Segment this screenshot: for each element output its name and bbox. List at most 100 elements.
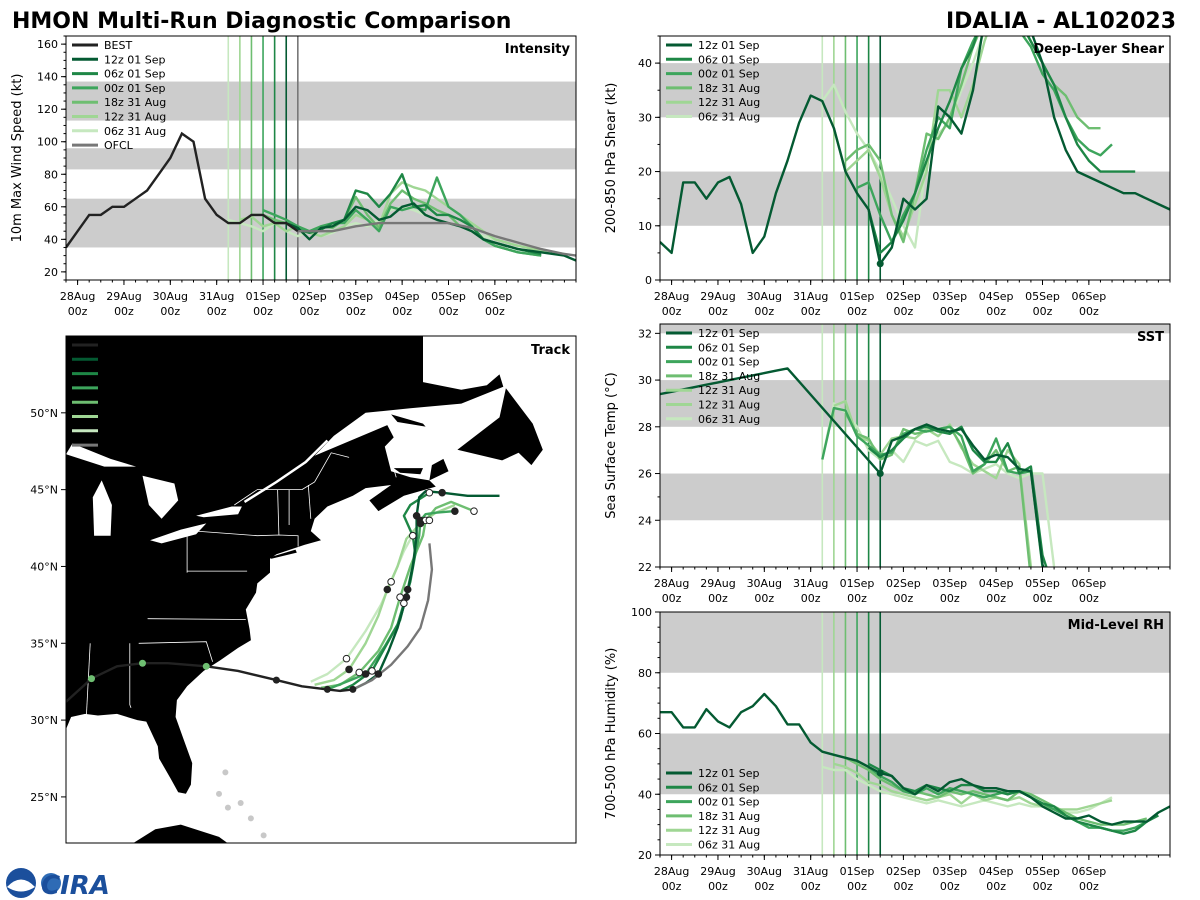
lat-tick-label: 45°N: [30, 484, 58, 497]
series-line-12z-01-sep: [285, 202, 576, 262]
x-tick-sublabel: 00z: [662, 592, 682, 605]
legend-label: 18z 31 Aug: [698, 82, 760, 95]
shear-panel: 0 10 20 30 40 28Aug 00z 29Aug 00z 30Aug 00z 31Aug 00…: [604, 35, 1171, 318]
threshold-band: [660, 63, 1170, 118]
x-tick-sublabel: 00z: [207, 305, 227, 318]
x-tick-sublabel: 00z: [847, 592, 867, 605]
island-shape: [224, 804, 231, 811]
track-line-06z-31-aug: [310, 519, 431, 683]
y-axis-label: 700-500 hPa Humidity (%): [604, 648, 619, 820]
panels-group: 2040608010012014016028Aug00z29Aug00z30Au…: [10, 35, 1171, 893]
mainland-shape: [66, 336, 504, 794]
x-tick-sublabel: 00z: [1079, 880, 1099, 893]
threshold-band: [660, 473, 1170, 521]
y-tick-label: 24: [638, 514, 652, 527]
x-tick-label: 06Sep: [1071, 290, 1106, 303]
forecast-position-marker: [438, 488, 446, 497]
panel-title: Track: [531, 343, 570, 358]
legend-label: 18z 31 Aug: [698, 810, 760, 823]
legend-label: 18z 31 Aug: [104, 96, 166, 109]
forecast-position-marker: [425, 488, 434, 497]
lake-ontario-shape: [196, 506, 242, 518]
forecast-position-marker: [403, 585, 412, 594]
x-tick-label: 04Sep: [979, 577, 1014, 590]
forecast-position-marker: [402, 593, 411, 601]
border-line: [307, 484, 312, 519]
legend-label: 00z 01 Sep: [698, 796, 760, 809]
x-tick-label: 29Aug: [106, 290, 141, 303]
y-tick-label: 40: [638, 57, 652, 70]
forecast-position-marker: [368, 667, 376, 675]
legend-label: 06z 01 Sep: [698, 53, 760, 66]
x-tick-sublabel: 00z: [940, 592, 960, 605]
y-tick-label: 0: [645, 274, 652, 287]
x-tick-sublabel: 00z: [346, 305, 366, 318]
y-tick-label: 20: [638, 849, 652, 862]
x-tick-sublabel: 00z: [940, 880, 960, 893]
x-tick-label: 30Aug: [747, 577, 782, 590]
x-tick-sublabel: 00z: [754, 592, 774, 605]
lat-tick-label: 30°N: [30, 714, 58, 727]
x-tick-label: 05Sep: [1025, 865, 1060, 878]
best-position-marker: [139, 659, 146, 667]
lake-huron-shape: [142, 475, 179, 519]
border-line: [147, 618, 246, 620]
intensity-series-group: [66, 131, 576, 262]
y-tick-label: 30: [638, 111, 652, 124]
x-tick-label: 02Sep: [886, 865, 921, 878]
x-tick-sublabel: 00z: [300, 305, 320, 318]
intensity-panel: 20 40 60 80 100 120 140 160 28Aug 00z 29Aug 00z 30Au…: [10, 35, 577, 318]
x-tick-label: 06Sep: [1071, 865, 1106, 878]
series-line-12z-01-sep: [660, 36, 1170, 265]
y-tick-label: 32: [638, 327, 652, 340]
series-line-12z-31-aug: [832, 36, 1044, 238]
x-tick-sublabel: 00z: [847, 880, 867, 893]
forecast-position-marker: [400, 599, 408, 608]
sst-panel: 22 24 26 28 30 32 28Aug 00z 29Aug 00z 30Aug 00z 31Au…: [604, 323, 1171, 605]
x-tick-sublabel: 00z: [940, 305, 960, 318]
threshold-band: [660, 380, 1170, 427]
island-shape: [247, 815, 254, 822]
series-line-18z-31-aug: [844, 756, 1148, 826]
legend-label: 00z 01 Sep: [104, 382, 166, 395]
x-tick-sublabel: 00z: [1033, 880, 1053, 893]
forecast-position-marker: [383, 585, 392, 594]
y-tick-label: 120: [37, 103, 58, 116]
forecast-position-marker: [470, 507, 478, 515]
island-shape: [260, 832, 267, 839]
x-tick-sublabel: 00z: [986, 880, 1006, 893]
map-frame: [65, 335, 577, 844]
x-tick-sublabel: 00z: [754, 305, 774, 318]
legend-label: 00z 01 Sep: [698, 356, 760, 369]
x-tick-sublabel: 00z: [662, 305, 682, 318]
best-position-marker: [323, 685, 331, 693]
legend-label: 00z 01 Sep: [698, 68, 760, 81]
legend-label: OFCL: [104, 139, 134, 152]
legend-label: 12z 01 Sep: [698, 327, 760, 340]
x-tick-label: 03Sep: [932, 577, 967, 590]
y-tick-label: 40: [638, 788, 652, 801]
best-position-marker: [349, 685, 357, 693]
cira-logo: CIRA: [6, 868, 110, 900]
series-line-06z-01-sep: [868, 762, 1159, 835]
y-axis-label: Sea Surface Temp (°C): [604, 372, 619, 519]
forecast-position-marker: [409, 531, 417, 540]
current-marker: [876, 260, 884, 268]
legend-label: 12z 31 Aug: [698, 384, 760, 397]
x-tick-label: 31Aug: [793, 290, 828, 303]
y-tick-label: 60: [44, 201, 58, 214]
threshold-band: [66, 81, 576, 121]
cape-breton-shape: [429, 458, 449, 481]
forecast-position-marker: [396, 593, 404, 601]
x-tick-sublabel: 00z: [801, 880, 821, 893]
forecast-position-marker: [416, 519, 425, 528]
x-tick-label: 01Sep: [246, 290, 281, 303]
x-tick-label: 02Sep: [886, 290, 921, 303]
x-tick-label: 28Aug: [654, 577, 689, 590]
y-tick-label: 30: [638, 374, 652, 387]
series-line-06z-31-aug: [821, 36, 984, 249]
legend-label: 06z 31 Aug: [104, 425, 166, 438]
x-tick-sublabel: 00z: [894, 880, 914, 893]
current-marker: [876, 769, 884, 777]
island-shape: [222, 769, 229, 776]
